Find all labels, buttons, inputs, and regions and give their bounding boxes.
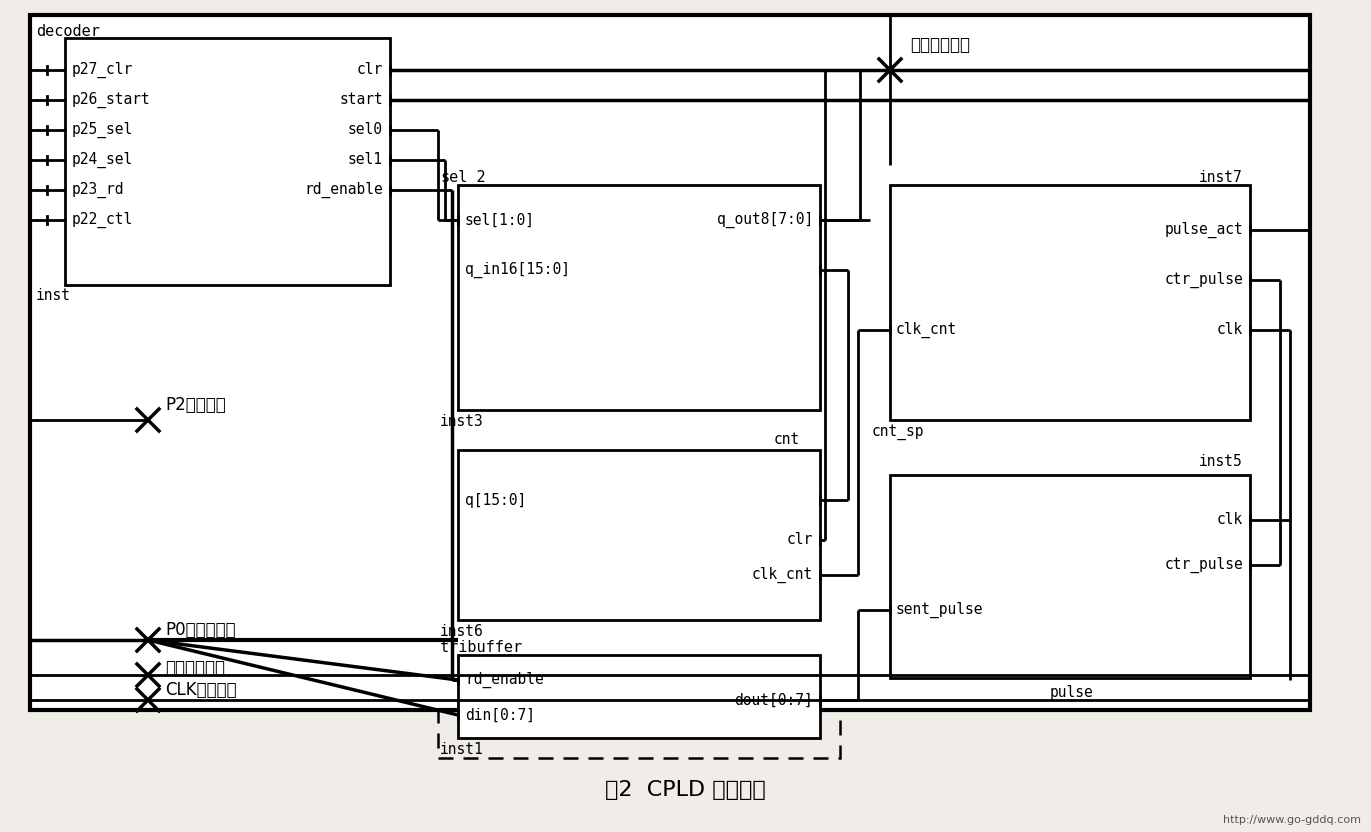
Bar xyxy=(890,475,1250,678)
Text: pulse_act: pulse_act xyxy=(1164,222,1243,238)
Text: sel0: sel0 xyxy=(348,122,383,137)
Text: p27_clr: p27_clr xyxy=(73,62,133,78)
Text: clr: clr xyxy=(356,62,383,77)
Text: dout[0:7]: dout[0:7] xyxy=(735,692,813,707)
Text: ctr_pulse: ctr_pulse xyxy=(1164,272,1243,288)
Text: ctr_pulse: ctr_pulse xyxy=(1164,557,1243,573)
Text: pulse: pulse xyxy=(1050,686,1094,701)
Bar xyxy=(64,38,389,285)
Text: 脉冲输出端口: 脉冲输出端口 xyxy=(165,659,225,677)
Bar xyxy=(458,185,820,410)
Text: cnt: cnt xyxy=(773,433,801,448)
Bar xyxy=(458,655,820,738)
Text: sel_2: sel_2 xyxy=(440,170,485,186)
Bar xyxy=(30,15,1311,710)
Text: din[0:7]: din[0:7] xyxy=(465,707,535,722)
Text: q_in16[15:0]: q_in16[15:0] xyxy=(465,262,570,278)
Text: decoder: decoder xyxy=(36,24,100,39)
Text: inst1: inst1 xyxy=(440,742,484,757)
Text: inst3: inst3 xyxy=(440,414,484,429)
Bar xyxy=(437,635,840,758)
Text: P2控制端口: P2控制端口 xyxy=(165,396,226,414)
Bar xyxy=(890,185,1250,420)
Text: 计数停止端口: 计数停止端口 xyxy=(910,36,971,54)
Bar xyxy=(30,15,440,305)
Text: P0数据传送端: P0数据传送端 xyxy=(165,621,236,639)
Bar xyxy=(871,165,1270,440)
Text: p23_rd: p23_rd xyxy=(73,182,125,198)
Text: inst6: inst6 xyxy=(440,625,484,640)
Text: rd_enable: rd_enable xyxy=(465,672,544,688)
Text: clk: clk xyxy=(1216,513,1243,527)
Text: start: start xyxy=(339,92,383,107)
Bar xyxy=(437,430,840,640)
Text: p24_sel: p24_sel xyxy=(73,152,133,168)
Text: sel1: sel1 xyxy=(348,152,383,167)
Text: inst7: inst7 xyxy=(1200,171,1243,186)
Text: p25_sel: p25_sel xyxy=(73,122,133,138)
Text: clk_cnt: clk_cnt xyxy=(751,567,813,583)
Text: tribuffer: tribuffer xyxy=(440,641,522,656)
Text: clk: clk xyxy=(1216,323,1243,338)
Text: cnt_sp: cnt_sp xyxy=(872,424,924,440)
Text: 图2  CPLD 功能模块: 图2 CPLD 功能模块 xyxy=(605,780,766,800)
Text: rd_enable: rd_enable xyxy=(304,182,383,198)
Bar xyxy=(458,450,820,620)
Bar xyxy=(437,165,840,430)
Text: http://www.go-gddq.com: http://www.go-gddq.com xyxy=(1223,815,1361,825)
Text: sel[1:0]: sel[1:0] xyxy=(465,212,535,227)
Text: q[15:0]: q[15:0] xyxy=(465,493,526,508)
Bar xyxy=(871,455,1270,700)
Text: q_out8[7:0]: q_out8[7:0] xyxy=(717,212,813,228)
Text: p22_ctl: p22_ctl xyxy=(73,212,133,228)
Text: inst5: inst5 xyxy=(1200,454,1243,469)
Text: CLK时钟端口: CLK时钟端口 xyxy=(165,681,237,699)
Text: inst: inst xyxy=(36,288,71,303)
Text: p26_start: p26_start xyxy=(73,92,151,108)
Text: sent_pulse: sent_pulse xyxy=(897,602,983,618)
Text: clr: clr xyxy=(787,532,813,547)
Text: clk_cnt: clk_cnt xyxy=(897,322,957,338)
